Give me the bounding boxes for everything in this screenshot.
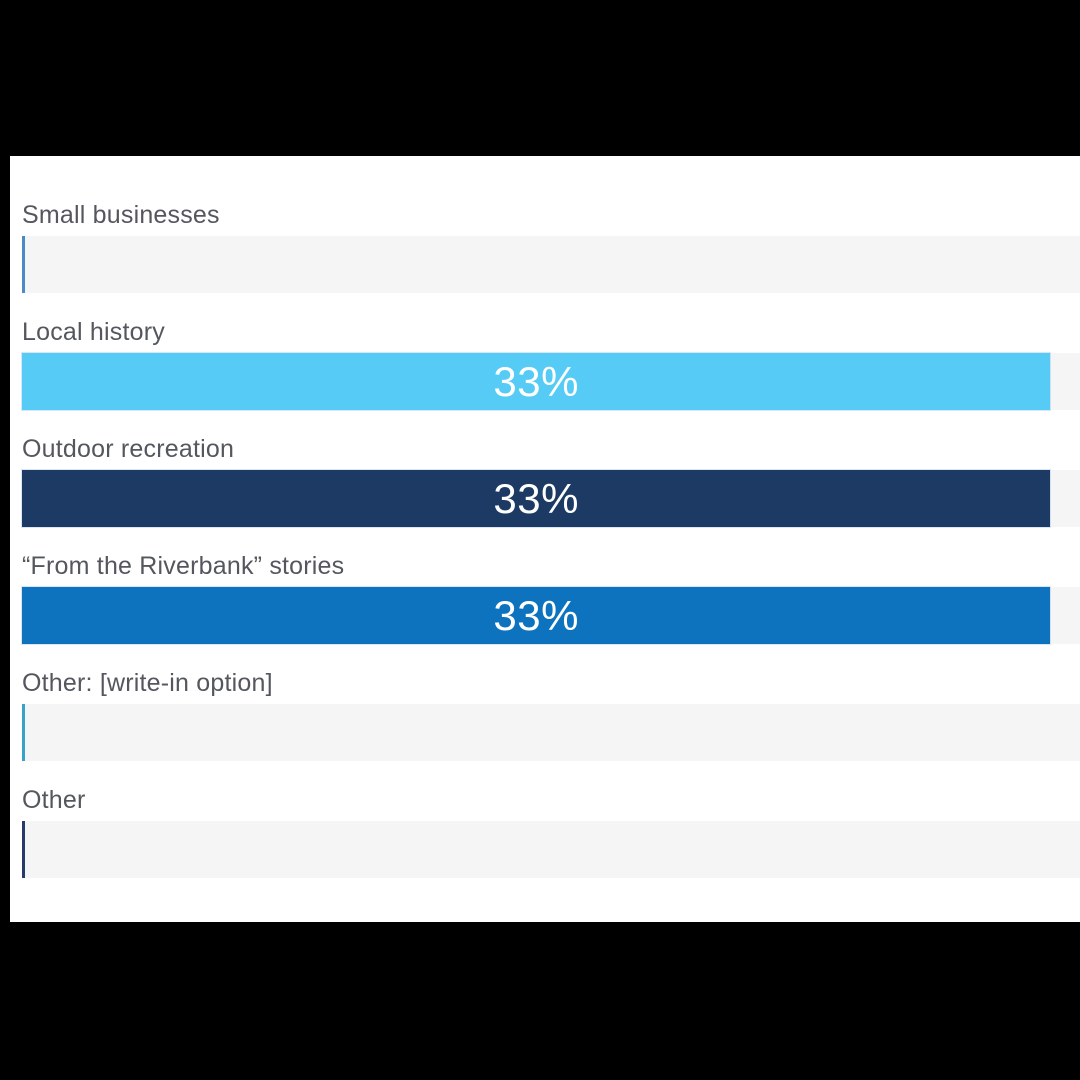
chart-row: Outdoor recreation 33% (22, 432, 1080, 527)
bar-fill (22, 821, 25, 878)
bar-label: Local history (22, 318, 165, 346)
bar-track (22, 704, 1080, 761)
chart-rows: Small businesses Local history 33% Outdoor … (22, 198, 1080, 878)
bar-fill: 33% (22, 353, 1051, 410)
chart-row: Small businesses (22, 198, 1080, 293)
bar-track (22, 236, 1080, 293)
bar-label: Other (22, 786, 86, 814)
survey-results-panel: Small businesses Local history 33% Outdoor … (10, 156, 1080, 922)
chart-row: “From the Riverbank” stories 33% (22, 549, 1080, 644)
chart-row: Other (22, 783, 1080, 878)
bar-label: Other: [write-in option] (22, 669, 273, 697)
bar-label: Small businesses (22, 201, 220, 229)
chart-row: Other: [write-in option] (22, 666, 1080, 761)
bar-label: “From the Riverbank” stories (22, 552, 345, 580)
bar-value-label: 33% (493, 358, 579, 405)
bar-value-label: 33% (493, 592, 579, 639)
bar-fill: 33% (22, 470, 1051, 527)
bar-track: 33% (22, 470, 1080, 527)
bar-fill: 33% (22, 587, 1051, 644)
bar-fill (22, 704, 25, 761)
bar-track (22, 821, 1080, 878)
bar-value-label: 33% (493, 475, 579, 522)
bar-fill (22, 236, 25, 293)
bar-label: Outdoor recreation (22, 435, 235, 463)
chart-row: Local history 33% (22, 315, 1080, 410)
bar-track: 33% (22, 353, 1080, 410)
bar-track: 33% (22, 587, 1080, 644)
